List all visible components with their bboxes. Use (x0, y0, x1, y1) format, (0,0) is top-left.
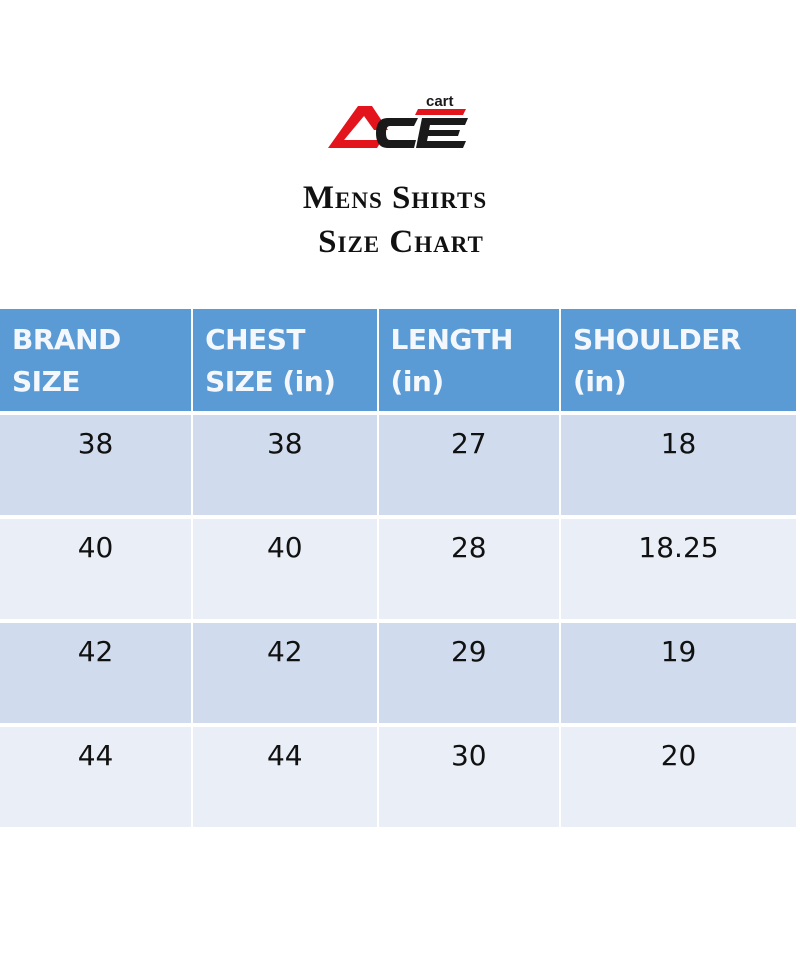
table-cell: 29 (378, 623, 560, 723)
title-line-1: Mens Shirts (302, 180, 488, 216)
table-row: 40 40 28 18.25 (0, 519, 796, 619)
table-cell: 20 (561, 727, 796, 827)
table-cell: 42 (0, 623, 192, 723)
header-row: BRAND SIZE CHEST SIZE (in) LENGTH (in) SHOU… (0, 309, 796, 411)
header-text: SIZE (12, 365, 81, 398)
table-cell: 18 (561, 415, 796, 515)
table-row: 42 42 29 19 (0, 623, 796, 723)
table-cell: 30 (378, 727, 560, 827)
table-row: 38 38 27 18 (0, 415, 796, 515)
title-line-2: Size Chart (318, 224, 484, 260)
table-cell: 38 (0, 415, 192, 515)
table-row: 44 44 30 20 (0, 727, 796, 827)
size-chart-table: BRAND SIZE CHEST SIZE (in) LENGTH (in) SHOU… (0, 305, 798, 831)
header-text: LENGTH (390, 323, 514, 356)
header-text: (in) (573, 365, 627, 398)
column-header-brand-size: BRAND SIZE (0, 309, 192, 411)
acecart-logo: cart (326, 92, 472, 152)
table-cell: 40 (0, 519, 192, 619)
table-cell: 28 (378, 519, 560, 619)
header-text: SIZE (in) (205, 365, 336, 398)
header-text: (in) (390, 365, 445, 398)
table-cell: 19 (561, 623, 796, 723)
header-text: BRAND (12, 323, 121, 356)
table-cell: 44 (0, 727, 192, 827)
column-header-shoulder: SHOULDER (in) (561, 309, 796, 411)
header-text: CHEST (205, 323, 305, 356)
table-cell: 18.25 (561, 519, 796, 619)
column-header-chest-size: CHEST SIZE (in) (193, 309, 377, 411)
table-cell: 42 (193, 623, 377, 723)
table-cell: 44 (193, 727, 377, 827)
svg-text:cart: cart (426, 93, 454, 110)
table-cell: 27 (378, 415, 560, 515)
table-cell: 40 (193, 519, 377, 619)
table-cell: 38 (193, 415, 377, 515)
header-text: SHOULDER (573, 323, 741, 356)
column-header-length: LENGTH (in) (378, 309, 560, 411)
